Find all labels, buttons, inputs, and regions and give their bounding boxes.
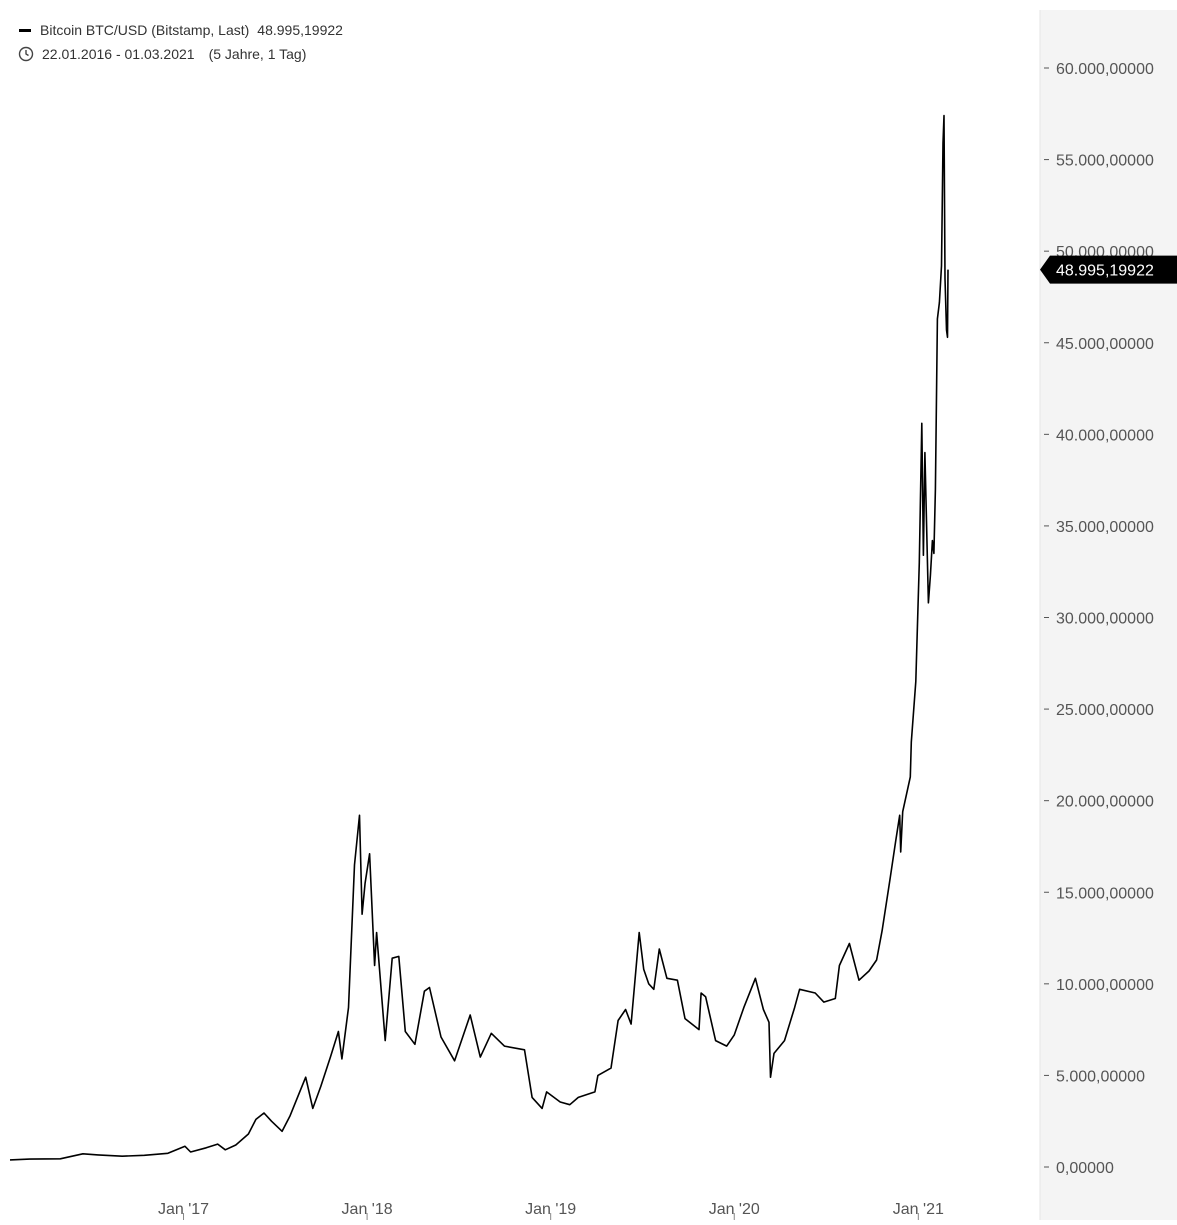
legend-series-value: 48.995,19922 xyxy=(257,18,343,42)
y-tick-label: 10.000,00000 xyxy=(1056,977,1154,994)
y-tick-label: 40.000,00000 xyxy=(1056,427,1154,444)
y-tick-label: 35.000,00000 xyxy=(1056,519,1154,536)
x-tick-label: Jan '20 xyxy=(709,1201,760,1218)
y-tick-label: 30.000,00000 xyxy=(1056,611,1154,628)
y-tick-label: 55.000,00000 xyxy=(1056,153,1154,170)
y-tick-label: 15.000,00000 xyxy=(1056,885,1154,902)
series-layer xyxy=(10,116,948,1160)
x-tick-label: Jan '17 xyxy=(158,1201,209,1218)
last-value-label: 48.995,19922 xyxy=(1056,263,1154,280)
legend-date-range: 22.01.2016 - 01.03.2021 xyxy=(42,42,195,66)
legend-range-row: 22.01.2016 - 01.03.2021 (5 Jahre, 1 Tag) xyxy=(18,42,343,66)
y-tick-label: 25.000,00000 xyxy=(1056,702,1154,719)
clock-icon xyxy=(18,45,36,63)
legend-interval: (5 Jahre, 1 Tag) xyxy=(209,42,307,66)
x-tick-label: Jan '21 xyxy=(893,1201,944,1218)
legend-line-swatch xyxy=(19,29,31,32)
y-tick-label: 60.000,00000 xyxy=(1056,61,1154,78)
x-tick-label: Jan '19 xyxy=(525,1201,576,1218)
x-axis-ticks: Jan '17 Jan '18 Jan '19 Jan '20 Jan '21 xyxy=(158,1201,944,1220)
legend-series-label: Bitcoin BTC/USD (Bitstamp, Last) xyxy=(40,18,249,42)
y-tick-label: 20.000,00000 xyxy=(1056,794,1154,811)
y-tick-label: 5.000,00000 xyxy=(1056,1068,1145,1085)
chart-legend: Bitcoin BTC/USD (Bitstamp, Last) 48.995,… xyxy=(18,18,343,66)
y-tick-label: 45.000,00000 xyxy=(1056,336,1154,353)
last-value-marker: 48.995,19922 xyxy=(1040,256,1177,284)
y-tick-label: 0,00000 xyxy=(1056,1160,1114,1177)
x-tick-label: Jan '18 xyxy=(342,1201,393,1218)
legend-series-row: Bitcoin BTC/USD (Bitstamp, Last) 48.995,… xyxy=(18,18,343,42)
series-line xyxy=(10,116,948,1160)
